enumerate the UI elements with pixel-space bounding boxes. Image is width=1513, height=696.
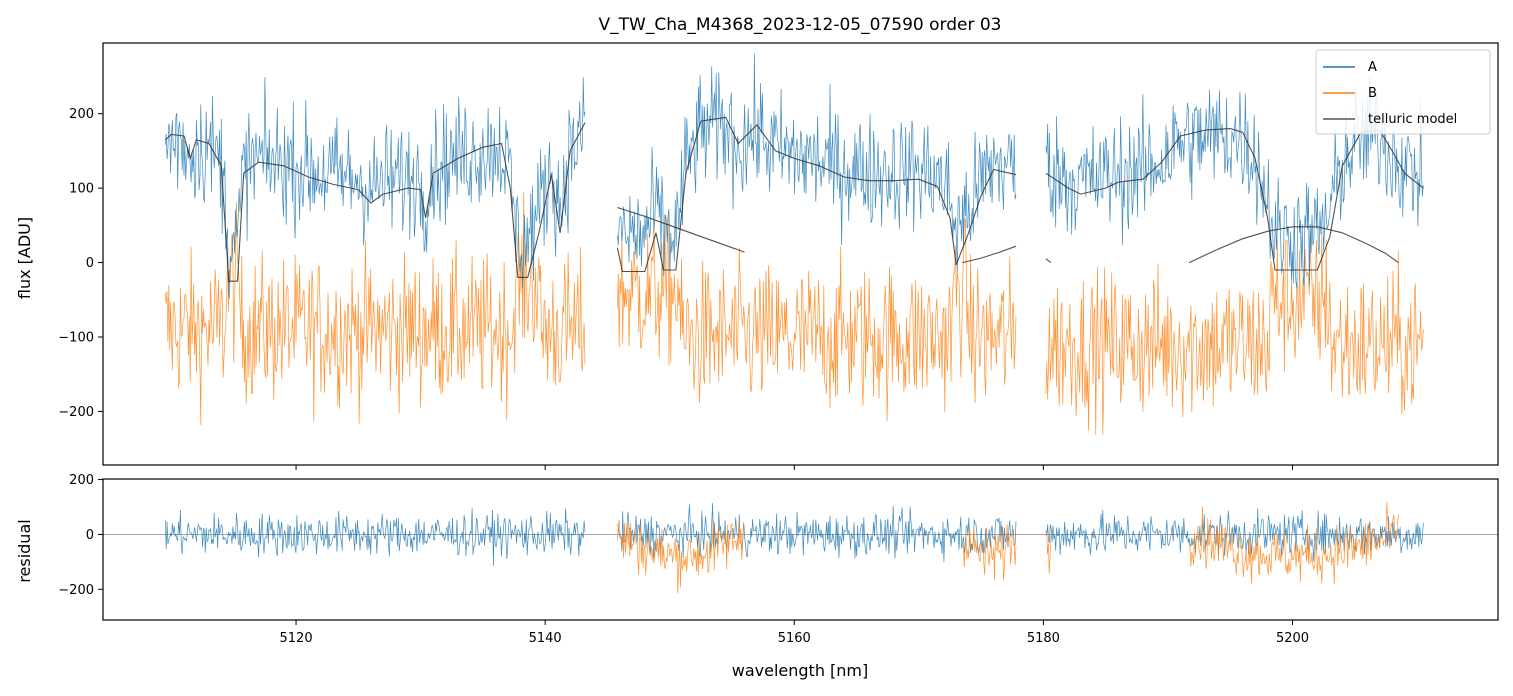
telluric-model-curve-6 bbox=[1045, 258, 1052, 264]
residual-b-segment-4 bbox=[1188, 501, 1399, 584]
top-y-axis: −200 −100 0 100 200 bbox=[58, 107, 103, 420]
top-panel-frame bbox=[102, 42, 1499, 466]
legend-label-a: A bbox=[1368, 60, 1377, 75]
bottom-y-tick-label: 0 bbox=[86, 528, 94, 543]
telluric-model-curve-7 bbox=[1188, 226, 1399, 264]
telluric-model-curve-5 bbox=[962, 245, 1017, 264]
series-a-segment-1 bbox=[164, 77, 586, 299]
telluric-model-curve-1 bbox=[164, 122, 586, 282]
legend: A B telluric model bbox=[1315, 49, 1491, 135]
x-tick-label: 5120 bbox=[280, 631, 313, 646]
top-panel: −200 −100 0 100 200 flux [ADU] bbox=[15, 42, 1499, 470]
series-a-segment-2 bbox=[617, 53, 1017, 276]
series-a-segment-3 bbox=[1045, 76, 1424, 289]
top-y-tick-label: 100 bbox=[69, 182, 94, 197]
residual-a-segment-2 bbox=[617, 503, 1017, 563]
residual-b-segment-2 bbox=[962, 524, 1017, 581]
series-b-segment-1 bbox=[164, 191, 586, 426]
x-tick-label: 5180 bbox=[1027, 631, 1060, 646]
bottom-x-axis: 5120 5140 5160 5180 5200 bbox=[280, 620, 1309, 646]
residual-a-segment-1 bbox=[164, 508, 586, 567]
x-tick-label: 5200 bbox=[1276, 631, 1309, 646]
top-y-tick-label: 200 bbox=[69, 107, 94, 122]
legend-label-b: B bbox=[1368, 86, 1377, 101]
top-series-group bbox=[164, 53, 1424, 436]
top-y-tick-label: −200 bbox=[58, 405, 94, 420]
x-tick-label: 5160 bbox=[778, 631, 811, 646]
chart-title: V_TW_Cha_M4368_2023-12-05_07590 order 03 bbox=[599, 15, 1002, 35]
bottom-y-tick-label: −200 bbox=[58, 583, 94, 598]
top-y-tick-label: 0 bbox=[86, 256, 94, 271]
x-axis-label: wavelength [nm] bbox=[732, 661, 869, 680]
top-x-axis-ticks bbox=[295, 465, 1293, 470]
bottom-y-axis-label: residual bbox=[15, 519, 34, 582]
series-b-segment-2 bbox=[617, 214, 1017, 422]
bottom-series-group bbox=[103, 501, 1498, 594]
series-b-segment-3 bbox=[1045, 229, 1424, 436]
bottom-panel: −200 0 200 5120 5140 5160 5180 5200 residual w… bbox=[15, 473, 1499, 680]
bottom-y-axis: −200 0 200 bbox=[58, 473, 103, 598]
top-y-tick-label: −100 bbox=[58, 330, 94, 345]
telluric-model-curve-2 bbox=[616, 116, 1017, 273]
telluric-model-curve-4 bbox=[617, 206, 745, 253]
x-tick-label: 5140 bbox=[529, 631, 562, 646]
residual-b-segment-3 bbox=[1045, 530, 1052, 574]
legend-box bbox=[1315, 49, 1491, 135]
residual-b-segment-1 bbox=[617, 518, 745, 594]
residual-a-segment-3 bbox=[1045, 508, 1424, 562]
legend-label-telluric: telluric model bbox=[1368, 112, 1457, 127]
bottom-y-tick-label: 200 bbox=[69, 473, 94, 488]
bottom-panel-frame bbox=[102, 478, 1499, 621]
top-y-axis-label: flux [ADU] bbox=[15, 217, 34, 299]
